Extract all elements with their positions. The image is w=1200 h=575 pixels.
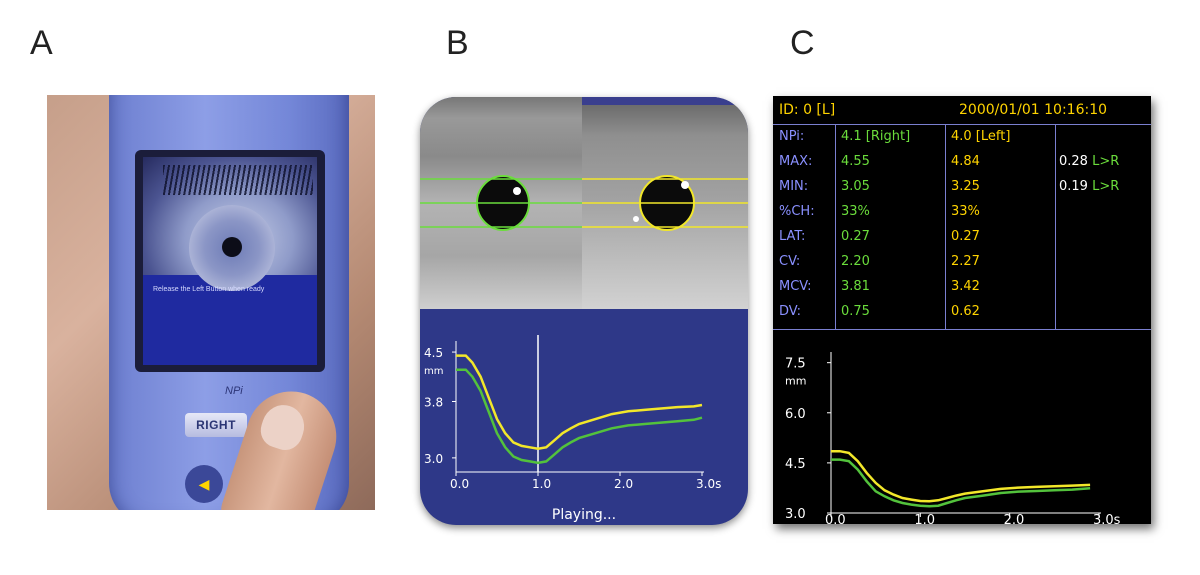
value-right-dv: 0.75 [841,304,870,319]
table-col-rule-2 [945,124,946,329]
row-label-lat: LAT: [779,229,806,244]
device-screen: Release the Left Button when ready [143,157,317,365]
value-left-ch: 33% [951,204,980,219]
table-rule-top [773,124,1151,125]
row-label-ch: %CH: [779,204,815,219]
value-right-max: 4.55 [841,154,870,169]
row-label-max: MAX: [779,154,813,169]
row-label-cv: CV: [779,254,801,269]
row-label-min: MIN: [779,179,809,194]
value-left-cv: 2.27 [951,254,980,269]
right-button[interactable]: RIGHT [185,413,247,437]
y-tick-label: 4.5 [785,457,806,472]
yellow-series-line [831,449,1091,503]
table-col-rule-3 [1055,124,1056,329]
yellow-series-line [456,354,703,450]
value-right-mcv: 3.81 [841,279,870,294]
diff-min: 0.19 L>R [1059,179,1120,194]
diff-max: 0.28 L>R [1059,154,1120,169]
y-tick-label: 3.0 [785,507,806,522]
device-photo: Release the Left Button when ready NPi R… [47,95,375,510]
panel-label-a: A [30,24,53,62]
value-right-ch: 33% [841,204,870,219]
row-label-npi: NPi: [779,129,805,144]
right-eye-glint [513,187,521,195]
panel-label-c: C [790,24,815,62]
value-left-npi: 4.0 [Left] [951,129,1011,144]
value-right-npi: 4.1 [Right] [841,129,911,144]
arrow-left-icon[interactable]: ◀ [185,465,223,503]
x-tick-label: 3.0s [1093,513,1121,524]
results-chart: 0.0 1.0 2.0 3.0s 7.5 6.0 4.5 3.0 mm [785,352,1121,524]
value-left-max: 4.84 [951,154,980,169]
table-rule-bottom [773,329,1151,330]
row-label-dv: DV: [779,304,801,319]
x-tick-label: 2.0 [1004,513,1025,524]
playback-chart: 0.0 1.0 2.0 3.0s 4.5 3.8 3.0 mm [424,335,721,491]
y-tick-label: 4.5 [424,346,443,360]
device-screen-text: Release the Left Button when ready [153,286,265,293]
x-tick-label: 3.0s [696,477,721,491]
pupil [222,237,242,257]
eye-overlay [420,175,748,231]
value-left-lat: 0.27 [951,229,980,244]
y-tick-label: 6.0 [785,407,806,422]
image-top-bar [582,97,748,105]
pupil-playback-panel: 0.0 1.0 2.0 3.0s 4.5 3.8 3.0 mm Playing... [420,97,748,525]
y-tick-label: 3.8 [424,395,443,409]
playback-status: Playing... [551,507,617,523]
panel-label-b: B [446,24,469,62]
left-eye-glint [681,181,689,189]
y-tick-label: 3.0 [424,452,443,466]
value-right-min: 3.05 [841,179,870,194]
patient-id: ID: 0 [L] [779,102,836,118]
value-right-cv: 2.20 [841,254,870,269]
green-series-line [456,368,703,465]
device-logo: NPi [225,385,243,397]
x-tick-label: 2.0 [614,477,633,491]
y-unit-label: mm [424,366,443,377]
green-series-line [831,458,1091,508]
left-eye-glint-2 [633,216,639,222]
row-label-mcv: MCV: [779,279,812,294]
x-tick-label: 1.0 [532,477,551,491]
value-left-dv: 0.62 [951,304,980,319]
value-left-mcv: 3.42 [951,279,980,294]
y-unit-label: mm [785,375,806,388]
x-tick-label: 1.0 [914,513,935,524]
table-col-rule-1 [835,124,836,329]
eyelash [163,165,313,195]
value-left-min: 3.25 [951,179,980,194]
x-tick-label: 0.0 [825,513,846,524]
y-tick-label: 7.5 [785,357,806,372]
value-right-lat: 0.27 [841,229,870,244]
results-screen: ID: 0 [L] 2000/01/01 10:16:10 NPi: 4.1 [… [773,96,1151,524]
timestamp: 2000/01/01 10:16:10 [959,102,1108,118]
x-tick-label: 0.0 [450,477,469,491]
